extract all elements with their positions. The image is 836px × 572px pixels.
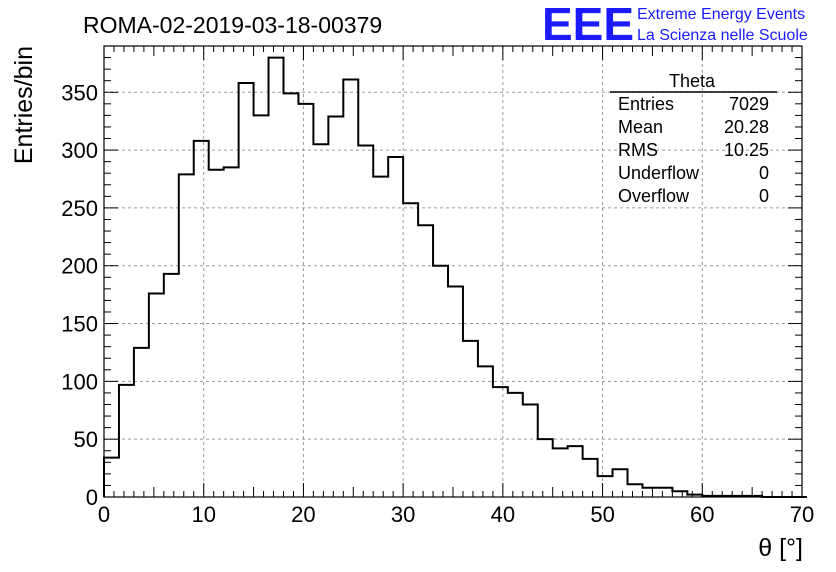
stats-title: Theta: [669, 71, 716, 91]
y-tick-label: 150: [61, 312, 98, 337]
stats-label-underflow: Underflow: [618, 163, 700, 183]
histogram-bin: [642, 488, 657, 497]
stats-value-rms: 10.25: [724, 140, 769, 160]
histogram-bin: [568, 446, 583, 497]
x-tick-label: 40: [491, 502, 515, 527]
logo-line-2: La Scienza nelle Scuole: [637, 27, 808, 44]
histogram-bin: [657, 488, 672, 497]
x-tick-label: 70: [790, 502, 814, 527]
y-tick-label: 200: [61, 254, 98, 279]
histogram-series: [103, 56, 807, 498]
histogram-bin: [104, 458, 119, 497]
histogram-bin: [523, 404, 538, 497]
y-tick-label: 300: [61, 138, 98, 163]
stats-label-entries: Entries: [618, 94, 674, 114]
histogram-bin: [269, 58, 284, 497]
histogram-bin: [508, 393, 523, 497]
histogram-bin: [358, 145, 373, 497]
histogram-bin: [179, 174, 194, 497]
histogram-bin: [628, 484, 643, 497]
histogram-bin: [478, 366, 493, 497]
x-tick-label: 20: [291, 502, 315, 527]
stats-value-mean: 20.28: [724, 117, 769, 137]
histogram-bin: [164, 274, 179, 497]
x-axis-label: θ [°]: [758, 534, 803, 562]
histogram-bin: [598, 476, 613, 497]
x-tick-label: 10: [191, 502, 215, 527]
stats-value-underflow: 0: [759, 163, 769, 183]
histogram-bin: [463, 341, 478, 497]
histogram-bin: [403, 203, 418, 497]
x-tick-label: 60: [690, 502, 714, 527]
histogram-bin: [134, 348, 149, 497]
histogram-bin: [298, 104, 313, 497]
histogram-bin: [224, 167, 239, 497]
histogram-bin: [583, 459, 598, 497]
histogram-bin: [149, 293, 164, 497]
histogram-bin: [373, 177, 388, 497]
histogram-bin: [119, 385, 134, 497]
histogram-bin: [553, 448, 568, 497]
histogram-bin: [194, 141, 209, 497]
y-tick-labels: 0 50 100 150 200 250 300 350: [61, 80, 98, 510]
histogram-bin: [613, 469, 628, 497]
y-tick-label: 0: [86, 485, 98, 510]
histogram-outline: [103, 56, 807, 498]
histogram-bin: [538, 439, 553, 497]
histogram-bin: [343, 80, 358, 497]
histogram-bin: [448, 287, 463, 497]
x-tick-labels: 0 10 20 30 40 50 60 70: [98, 502, 814, 527]
plot-frame: [103, 45, 803, 498]
chart-title: ROMA-02-2019-03-18-00379: [83, 12, 382, 38]
y-axis-label: Entries/bin: [10, 46, 38, 164]
grid-lines: [104, 46, 802, 497]
x-tick-label: 50: [590, 502, 614, 527]
stats-label-mean: Mean: [618, 117, 663, 137]
histogram-bin: [313, 144, 328, 497]
stats-box: Theta Entries 7029 Mean 20.28 RMS 10.25 …: [610, 71, 777, 206]
x-tick-label: 0: [98, 502, 110, 527]
stats-value-overflow: 0: [759, 186, 769, 206]
eee-logo: EEE Extreme Energy Events La Scienza nel…: [542, 0, 808, 50]
x-tick-label: 30: [391, 502, 415, 527]
y-tick-label: 350: [61, 80, 98, 105]
histogram-bin: [209, 170, 224, 497]
logo-line-1: Extreme Energy Events: [637, 6, 805, 23]
histogram-bin: [328, 117, 343, 497]
histogram-bin: [254, 115, 269, 497]
y-tick-label: 250: [61, 196, 98, 221]
y-tick-label: 100: [61, 369, 98, 394]
stats-label-overflow: Overflow: [618, 186, 690, 206]
logo-mark: EEE: [542, 0, 634, 50]
axis-ticks: [103, 45, 803, 498]
histogram-bin: [493, 387, 508, 497]
stats-value-entries: 7029: [729, 94, 769, 114]
histogram-bin: [239, 83, 254, 497]
y-tick-label: 50: [74, 427, 98, 452]
histogram-bin: [283, 93, 298, 497]
stats-label-rms: RMS: [618, 140, 658, 160]
